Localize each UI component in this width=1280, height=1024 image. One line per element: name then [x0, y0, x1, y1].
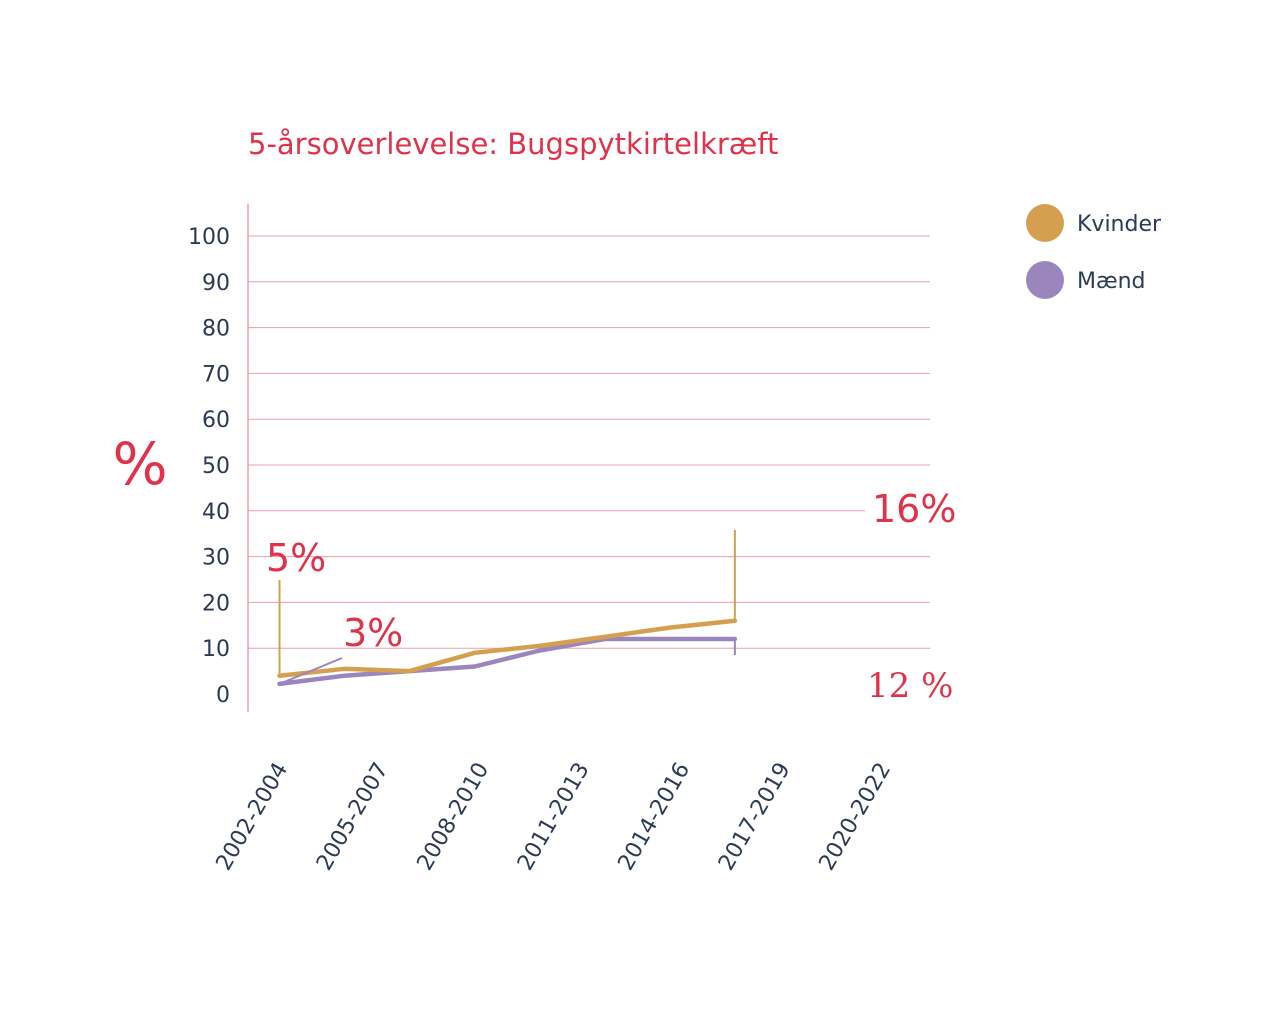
x-ticks: 2002-2004 2005-2007 2008-2010 2011-2013 2014… — [212, 759, 897, 875]
legend-swatch-maend — [1026, 261, 1064, 299]
y-tick-label: 60 — [202, 408, 230, 433]
annotation-label: 16% — [872, 487, 956, 531]
x-tick-label: 2002-2004 — [212, 759, 294, 875]
y-tick-label: 10 — [202, 637, 230, 662]
y-tick-label: 80 — [202, 317, 230, 342]
series-line-maend — [277, 636, 738, 687]
legend-label: Kvinder — [1077, 212, 1162, 237]
x-tick-label: 2008-2010 — [413, 759, 495, 875]
x-tick-label: 2017-2019 — [714, 759, 796, 875]
legend-swatch-kvinder — [1026, 204, 1064, 242]
series-line-kvinder — [277, 618, 738, 678]
annotation-label: 3% — [343, 611, 403, 655]
y-tick-label: 90 — [202, 271, 230, 296]
y-tick-label: 50 — [202, 454, 230, 479]
x-tick-label: 2005-2007 — [312, 759, 394, 875]
y-axis-label: % — [112, 430, 167, 498]
chart-title: 5-årsoverlevelse: Bugspytkirtelkræft — [248, 127, 778, 161]
y-tick-label: 20 — [202, 591, 230, 616]
y-tick-label: 100 — [188, 225, 230, 250]
x-tick-label: 2020-2022 — [815, 759, 897, 875]
annotation-label: 5% — [266, 536, 326, 580]
legend-label: Mænd — [1077, 269, 1146, 294]
grid — [248, 235, 930, 649]
annotations: 5% 3% 16% 12 % — [266, 486, 960, 706]
x-tick-label: 2011-2013 — [513, 759, 595, 875]
y-tick-label: 30 — [202, 546, 230, 571]
y-ticks: 0 10 20 30 40 50 60 70 80 90 100 — [188, 225, 230, 708]
legend: Kvinder Mænd — [1026, 204, 1162, 299]
y-tick-label: 0 — [216, 683, 230, 708]
annotation-bg — [865, 486, 960, 528]
y-tick-label: 40 — [202, 500, 230, 525]
annotation-bg — [858, 668, 954, 704]
annotation-label: 12 % — [867, 666, 953, 706]
y-tick-label: 70 — [202, 362, 230, 387]
x-tick-label: 2014-2016 — [614, 759, 696, 875]
callout-line — [279, 657, 343, 685]
